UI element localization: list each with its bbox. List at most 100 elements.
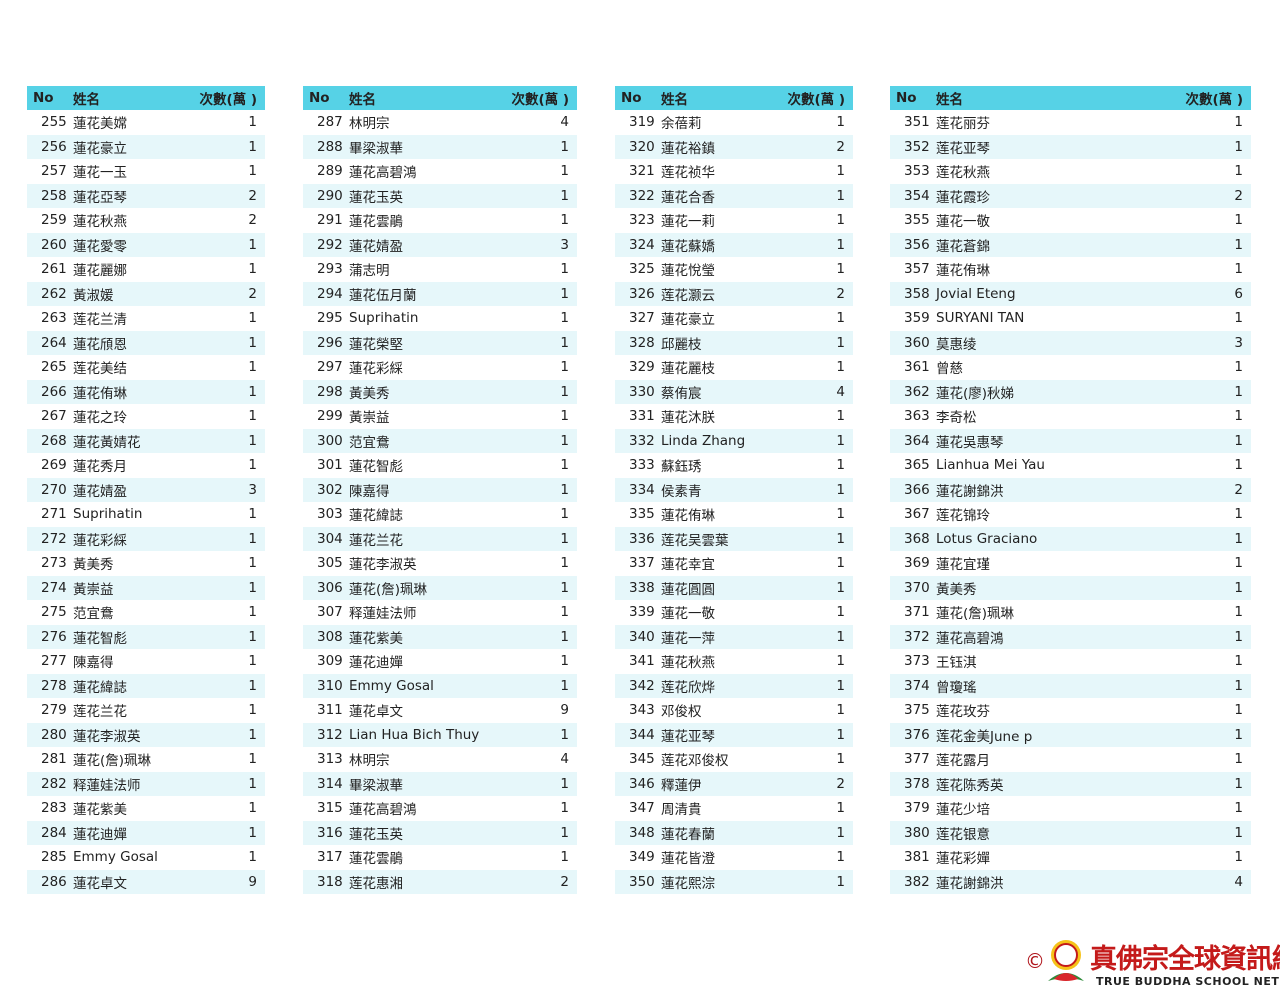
- table-row: 366 蓮花謝錦洪 2: [890, 477, 1251, 502]
- cell: 314: [317, 775, 343, 792]
- cell: 299: [317, 408, 343, 425]
- cell: 289: [317, 163, 343, 180]
- cell: 320: [629, 138, 655, 155]
- cell: 1: [1234, 555, 1243, 572]
- cell: 1: [836, 751, 845, 768]
- cell: 266: [41, 383, 67, 400]
- cell: 1: [1234, 702, 1243, 719]
- cell: 蓮花圓圓: [661, 581, 715, 598]
- cell: 312: [317, 726, 343, 743]
- table-row: 315 蓮花高碧鴻 1: [303, 796, 577, 821]
- cell: 蓮花春蘭: [661, 826, 715, 843]
- table-row: 318 莲花惠湘 2: [303, 869, 577, 894]
- cell: 255: [41, 114, 67, 131]
- cell: 263: [41, 310, 67, 327]
- cell: Emmy Gosal: [73, 849, 158, 866]
- cell: 1: [836, 212, 845, 229]
- cell: 306: [317, 579, 343, 596]
- table-row: 347 周清貴 1: [615, 796, 853, 821]
- cell: 蓮花伍月蘭: [349, 287, 417, 304]
- cell: 蓮花謝錦洪: [936, 875, 1004, 892]
- table-row: 292 蓮花婧盈 3: [303, 232, 577, 257]
- cell: 359: [904, 310, 930, 327]
- cell: 4: [560, 751, 569, 768]
- cell: 1: [1234, 359, 1243, 376]
- brand: 真佛宗全球資訊網: [1090, 944, 1280, 975]
- header-cell: 姓名: [349, 92, 376, 108]
- cell: 1: [836, 824, 845, 841]
- cell: 1: [836, 114, 845, 131]
- cell: 329: [629, 359, 655, 376]
- cell: 莲花兰花: [73, 704, 127, 721]
- cell: 1: [560, 334, 569, 351]
- cell: 3: [248, 481, 257, 498]
- cell: 1: [560, 677, 569, 694]
- table-row: 359 SURYANI TAN 1: [890, 306, 1251, 331]
- table-row: 290 蓮花玉英 1: [303, 183, 577, 208]
- cell: 274: [41, 579, 67, 596]
- cell: 377: [904, 751, 930, 768]
- cell: 334: [629, 481, 655, 498]
- cell: 蓮花兰花: [349, 532, 403, 549]
- cell: 1: [836, 849, 845, 866]
- cell: 蓮花紫美: [73, 802, 127, 819]
- cell: 262: [41, 285, 67, 302]
- cell: 蓮花謝錦洪: [936, 483, 1004, 500]
- cell: 蓮花(詹)珮琳: [936, 606, 1015, 623]
- table-row: 296 蓮花榮堅 1: [303, 330, 577, 355]
- cell: 1: [1234, 824, 1243, 841]
- header-cell: No: [896, 90, 917, 106]
- table-row: 345 莲花邓俊权 1: [615, 747, 853, 772]
- cell: 莲花欣烨: [661, 679, 715, 696]
- cell: 321: [629, 163, 655, 180]
- cell: 莲花银意: [936, 826, 990, 843]
- cell: 黃崇益: [349, 410, 390, 427]
- cell: 曾瓊瑤: [936, 679, 977, 696]
- cell: 336: [629, 530, 655, 547]
- cell: 2: [248, 187, 257, 204]
- table-row: 300 范宜鴦 1: [303, 428, 577, 453]
- cell: 蓮花(詹)珮琳: [349, 581, 428, 598]
- cell: 蓮花高碧鴻: [349, 165, 417, 182]
- cell: 1: [248, 604, 257, 621]
- table-row: 372 蓮花高碧鴻 1: [890, 624, 1251, 649]
- cell: 蓮花一敬: [661, 606, 715, 623]
- cell: 2: [1234, 481, 1243, 498]
- cell: 蓮花迪嬋: [73, 826, 127, 843]
- cell: 莲花吴雲葉: [661, 532, 729, 549]
- cell: 342: [629, 677, 655, 694]
- table-row: 376 莲花金美June p 1: [890, 722, 1251, 747]
- table-row: 307 释蓮娃法师 1: [303, 600, 577, 625]
- cell: 284: [41, 824, 67, 841]
- cell: 蓮花(詹)珮琳: [73, 753, 152, 770]
- cell: 蓮花秋燕: [73, 214, 127, 231]
- cell: 蓮花侑琳: [661, 508, 715, 525]
- cell: 1: [248, 800, 257, 817]
- cell: 367: [904, 506, 930, 523]
- table-row: 335 蓮花侑琳 1: [615, 502, 853, 527]
- cell: 347: [629, 800, 655, 817]
- cell: 1: [560, 800, 569, 817]
- cell: 蓮花吳惠琴: [936, 434, 1004, 451]
- cell: 蓮花智彪: [349, 459, 403, 476]
- table-row: 257 蓮花一玉 1: [27, 159, 265, 184]
- cell: 蓮花緯誌: [349, 508, 403, 525]
- cell: 1: [560, 849, 569, 866]
- cell: 蓮花高碧鴻: [349, 802, 417, 819]
- cell: 1: [1234, 261, 1243, 278]
- table-row: 378 莲花陈秀英 1: [890, 771, 1251, 796]
- table-row: 350 蓮花熙淙 1: [615, 869, 853, 894]
- table-row: 339 蓮花一敬 1: [615, 600, 853, 625]
- cell: 1: [560, 726, 569, 743]
- table-row: 330 蔡侑宸 4: [615, 379, 853, 404]
- cell: 288: [317, 138, 343, 155]
- cell: 352: [904, 138, 930, 155]
- cell: 285: [41, 849, 67, 866]
- table-row: 340 蓮花一萍 1: [615, 624, 853, 649]
- cell: 1: [1234, 653, 1243, 670]
- cell: 1: [560, 579, 569, 596]
- cell: 1: [836, 530, 845, 547]
- cell: 256: [41, 138, 67, 155]
- table-row: 293 蒲志明 1: [303, 257, 577, 282]
- cell: 1: [1234, 383, 1243, 400]
